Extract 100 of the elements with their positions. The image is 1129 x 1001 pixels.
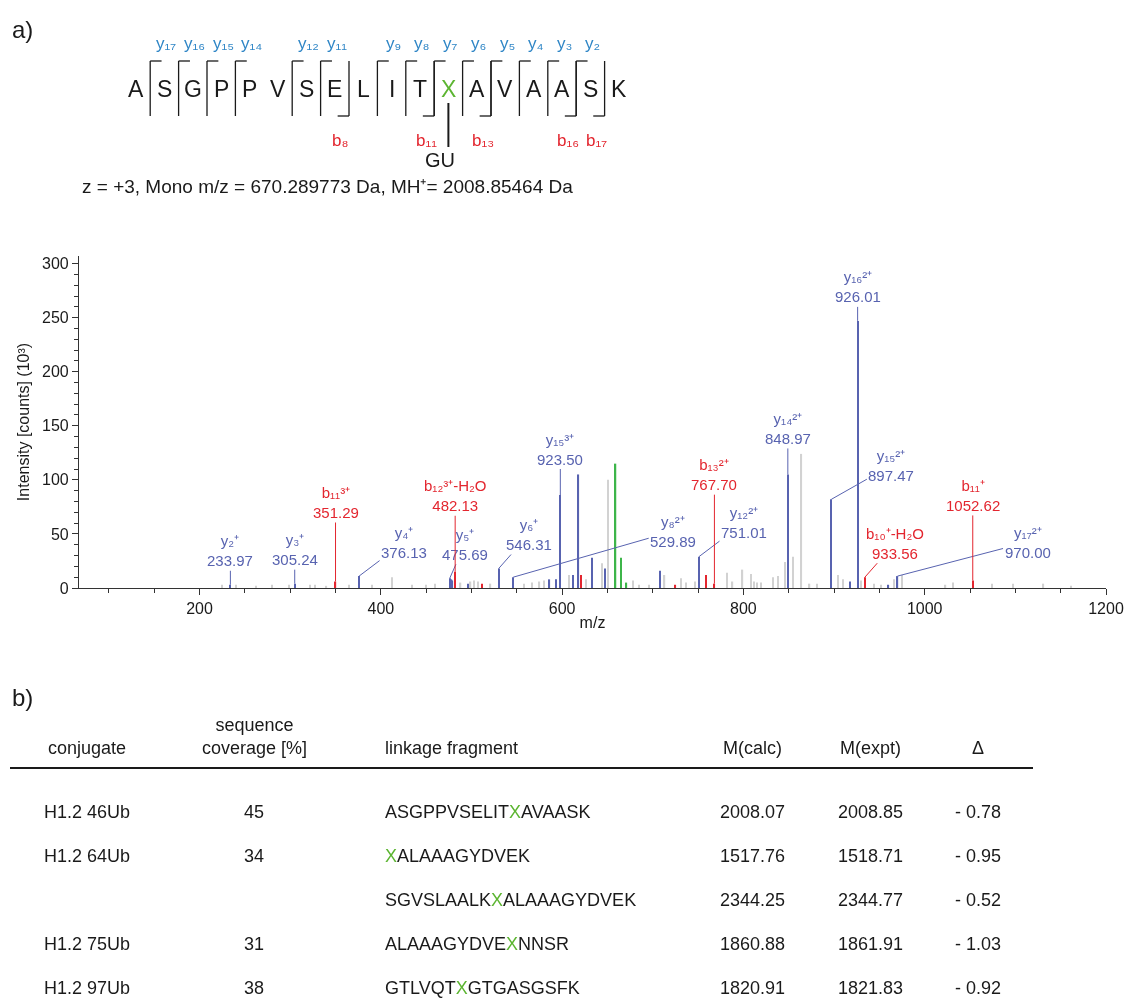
x-axis-title: m/z [579, 614, 606, 631]
bar [772, 577, 774, 588]
category-label: M(calc) [723, 738, 782, 758]
text: 31 [244, 934, 265, 954]
annotation: y₁₄²⁺ 848.97 [765, 410, 811, 447]
bar [555, 579, 557, 588]
x-tick-label: 200 [186, 600, 214, 618]
text: - 0.52 [955, 890, 1002, 910]
bar [952, 582, 954, 588]
bar [893, 579, 895, 588]
x-tick-label: 1000 [906, 600, 943, 618]
y-tick-label: 100 [42, 471, 69, 489]
bar [235, 584, 237, 588]
text: y₂ [585, 34, 601, 53]
bar [477, 581, 479, 588]
text: 45 [244, 802, 265, 822]
bar [837, 575, 839, 588]
text: z = +3, Mono m/z = 670.289773 Da, MH⁺= 2008.85464 Da [82, 176, 574, 197]
text: - 1.03 [955, 934, 1002, 954]
text: 2008.07 [720, 802, 786, 822]
bar [860, 580, 862, 588]
text: b₈ [332, 131, 349, 150]
category-label: A [128, 76, 144, 102]
category-label: A [469, 76, 485, 102]
category-label: A [526, 76, 542, 102]
y-tick-label: 50 [50, 525, 69, 543]
text: b₁₃ [472, 131, 495, 150]
text: H1.2 64Ub [44, 846, 131, 866]
annotation: y₆⁺ 546.31 [506, 516, 552, 553]
bar [591, 557, 593, 588]
bar [620, 557, 622, 588]
bar [750, 573, 752, 588]
x-tick-label: 400 [367, 600, 395, 618]
bar [288, 584, 290, 588]
text: SGVSLAALKXALAAAGYDVEK [385, 890, 637, 910]
text: y₁₇ [156, 34, 177, 53]
bar [792, 556, 794, 588]
bar [601, 563, 603, 588]
bar [901, 575, 903, 588]
bar [800, 453, 803, 588]
annotation: b₁₀⁺-H₂O 933.56 [866, 525, 924, 562]
bar [271, 584, 273, 588]
category-label: sequence coverage [%] [202, 715, 308, 759]
category-label: conjugate [48, 738, 127, 758]
text: 1518.71 [838, 846, 904, 866]
text: y₈ [414, 34, 430, 53]
annotation: y₁₂²⁺ 751.01 [721, 504, 767, 541]
category-label: P [242, 76, 258, 102]
y-tick-label: 300 [42, 255, 69, 273]
category-label: S [157, 76, 173, 102]
bar [777, 576, 779, 588]
annotation: y₁₇²⁺ 970.00 [1005, 524, 1051, 561]
text: - 0.78 [955, 802, 1002, 822]
bar [756, 582, 758, 588]
category-label: V [497, 76, 513, 102]
text: 1820.91 [720, 978, 786, 998]
text: y₇ [443, 34, 458, 53]
bar [255, 585, 257, 588]
bar [849, 581, 852, 588]
text: - 0.92 [955, 978, 1002, 998]
text: 1860.88 [720, 934, 786, 954]
text: y₁₄ [241, 34, 263, 53]
y-axis-title: Intensity [counts] (10³) [14, 342, 32, 502]
text: H1.2 97Ub [44, 978, 131, 998]
annotation: y₁₅³⁺ 923.50 [537, 431, 583, 468]
bar [632, 580, 634, 588]
category-label: V [270, 76, 286, 102]
x-tick-label: 1200 [1088, 600, 1124, 618]
category-label: G [184, 76, 202, 102]
text: b₁₁ [416, 131, 437, 150]
bar [309, 584, 311, 588]
bar [680, 578, 682, 588]
annotation: b₁₃²⁺ 767.70 [691, 456, 737, 493]
text: 2008.85 [838, 802, 904, 822]
y-tick-label: 250 [42, 309, 69, 327]
bar [604, 568, 606, 588]
annotation: b₁₂³⁺-H₂O 482.13 [424, 477, 487, 514]
text: 34 [244, 846, 265, 866]
annotation: b₁₁³⁺ 351.29 [313, 484, 359, 521]
category-label: L [357, 76, 370, 102]
text: ALAAAGYDVEXNNSR [385, 934, 570, 954]
text: b₁₇ [586, 131, 608, 150]
text: 1861.91 [838, 934, 904, 954]
bar [314, 584, 316, 588]
category-label: A [554, 76, 570, 102]
annotation: y₈²⁺ 529.89 [650, 513, 696, 550]
x-tick-label: 600 [548, 600, 576, 618]
category-label: S [299, 76, 315, 102]
text: y₁₆ [184, 34, 206, 53]
x-tick-label: 800 [730, 600, 757, 618]
text: 1517.76 [720, 846, 786, 866]
text: H1.2 75Ub [44, 934, 131, 954]
category-label: linkage fragment [385, 738, 519, 758]
annotation: y₃⁺ 305.24 [272, 531, 318, 568]
bar [411, 584, 413, 588]
bar [760, 582, 762, 588]
category-label: E [327, 76, 343, 102]
text: b₁₆ [557, 131, 580, 150]
bar [391, 577, 393, 588]
category-label: S [583, 76, 599, 102]
